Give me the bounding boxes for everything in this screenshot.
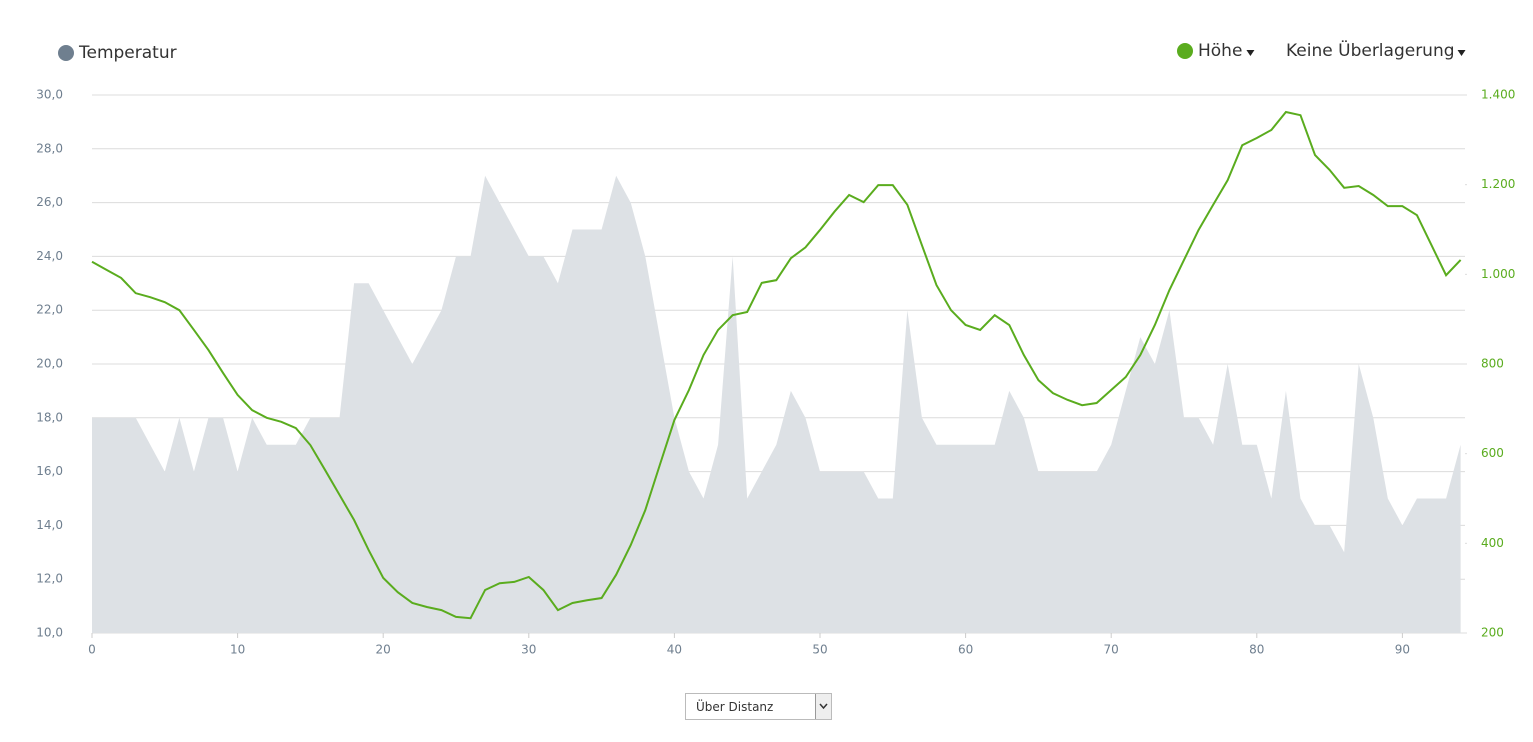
x-tick-label: 20 bbox=[376, 643, 391, 657]
y-tick-label: 30,0 bbox=[36, 88, 63, 102]
y-tick-label: 20,0 bbox=[36, 357, 63, 371]
overlay-selector[interactable]: Keine Überlagerung bbox=[1286, 39, 1455, 61]
x-mode-label: Über Distanz bbox=[696, 700, 774, 714]
x-tick-label: 40 bbox=[667, 643, 682, 657]
y2-tick-label: 400 bbox=[1481, 536, 1504, 550]
y-tick-label: 26,0 bbox=[36, 195, 63, 209]
temperature-area bbox=[92, 175, 1461, 633]
legend-label[interactable]: Temperatur bbox=[78, 43, 177, 63]
legend-marker bbox=[1177, 43, 1193, 59]
legend-label[interactable]: Höhe bbox=[1198, 41, 1242, 61]
y-tick-label: 14,0 bbox=[36, 518, 63, 532]
y-tick-label: 18,0 bbox=[36, 410, 63, 424]
y2-tick-label: 200 bbox=[1481, 626, 1504, 640]
x-tick-label: 80 bbox=[1249, 643, 1264, 657]
dropdown-arrow bbox=[1246, 50, 1255, 56]
y2-tick-label: 800 bbox=[1481, 357, 1504, 371]
y2-tick-label: 1.400 bbox=[1481, 88, 1515, 102]
y2-tick-label: 600 bbox=[1481, 446, 1504, 460]
y-tick-label: 12,0 bbox=[36, 572, 63, 586]
chart: 10,0 12,0 14,0 16,0 18,0 20,0 22,0 24,0 26,0 28,0… bbox=[36, 39, 1515, 657]
x-tick-label: 10 bbox=[230, 643, 245, 657]
y-tick-label: 24,0 bbox=[36, 249, 63, 263]
x-tick-label: 0 bbox=[88, 643, 96, 657]
chevron bbox=[819, 703, 828, 710]
x-tick-label: 60 bbox=[958, 643, 973, 657]
y2-tick-label: 1.200 bbox=[1481, 177, 1515, 191]
x-tick-label: 70 bbox=[1104, 643, 1119, 657]
x-tick-label: 50 bbox=[812, 643, 827, 657]
legend-marker bbox=[58, 45, 74, 61]
y-tick-label: 16,0 bbox=[36, 464, 63, 478]
y-tick-label: 28,0 bbox=[36, 141, 63, 155]
x-tick-label: 90 bbox=[1395, 643, 1410, 657]
dropdown-arrow bbox=[1457, 50, 1466, 56]
x-mode-select[interactable]: Über Distanz bbox=[685, 693, 832, 720]
elevation-line bbox=[91, 110, 1462, 620]
select-button[interactable] bbox=[815, 694, 831, 719]
x-tick-label: 30 bbox=[521, 643, 536, 657]
y2-tick-label: 1.000 bbox=[1481, 267, 1515, 281]
y-tick-label: 10,0 bbox=[36, 626, 63, 640]
y-tick-label: 22,0 bbox=[36, 303, 63, 317]
